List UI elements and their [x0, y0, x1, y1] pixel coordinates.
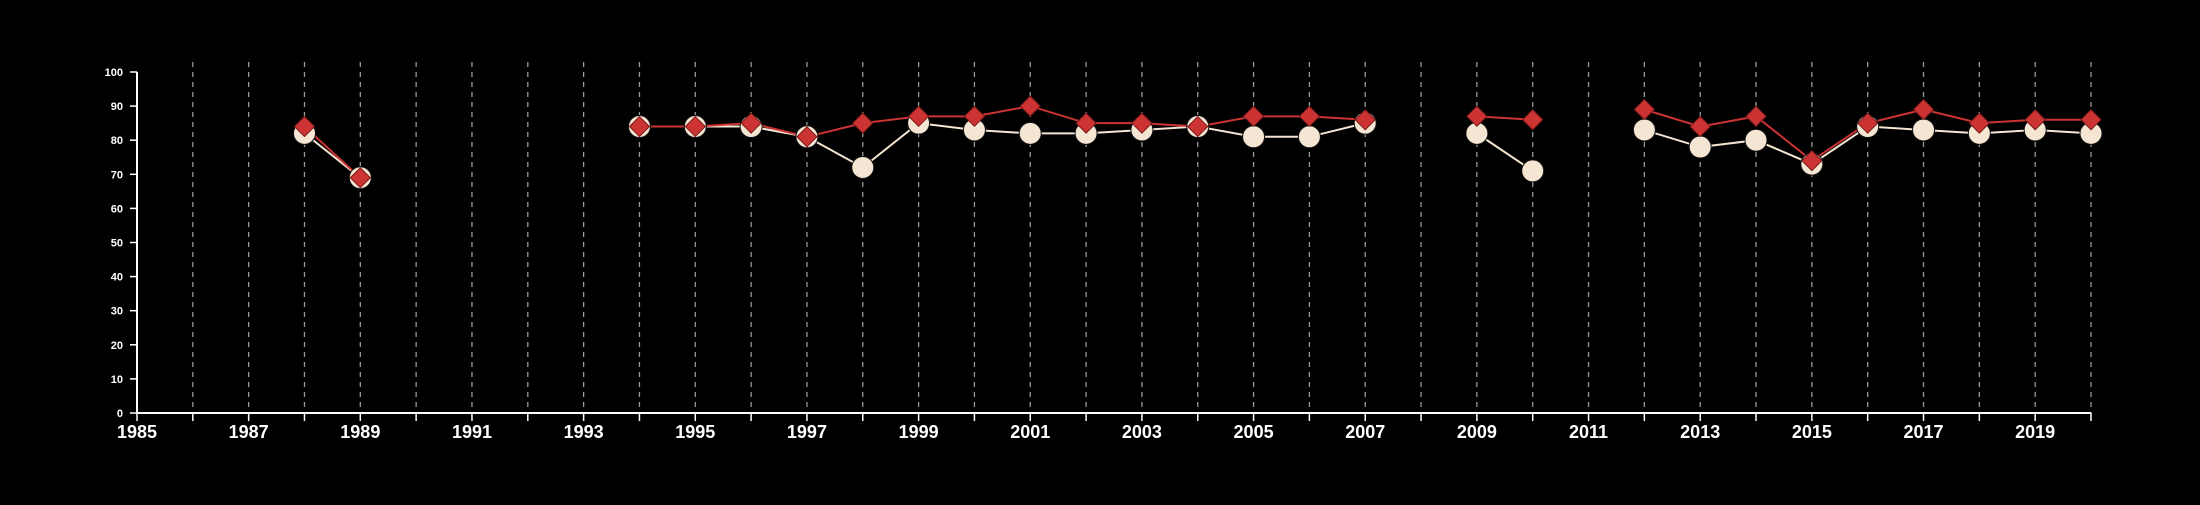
series-2-point	[1075, 112, 1097, 134]
x-tick-label: 2007	[1345, 422, 1385, 442]
series-1-point	[851, 155, 875, 179]
y-tick-label: 10	[111, 374, 123, 386]
series-1-point	[1912, 118, 1936, 142]
grid	[192, 62, 2092, 413]
series-1-point	[1744, 128, 1768, 152]
x-tick-label: 2017	[1903, 422, 1943, 442]
series	[292, 95, 2103, 190]
x-tick-label: 2019	[2015, 422, 2055, 442]
series-2-point	[907, 105, 930, 128]
x-tick-label: 2015	[1792, 422, 1832, 442]
series-1-point	[1242, 125, 1266, 149]
series-2-point	[293, 115, 316, 138]
series-2-point	[1689, 115, 1711, 138]
x-tick-label: 1999	[899, 422, 939, 442]
series-2-point	[1745, 105, 1767, 128]
series-2-point	[796, 126, 818, 148]
series-1-point	[1018, 121, 1042, 145]
x-tick-label: 2009	[1457, 422, 1497, 442]
x-tick-label: 1995	[675, 422, 715, 442]
series-2-point	[1633, 98, 1656, 121]
y-tick-label: 40	[111, 272, 123, 284]
x-tick-label: 2001	[1010, 422, 1050, 442]
series-2-point	[628, 115, 651, 138]
series-2-point	[1019, 95, 1041, 117]
series-2-point	[1242, 105, 1265, 128]
x-tick-label: 1987	[229, 422, 269, 442]
series-2-point	[1354, 109, 1376, 131]
series-1-point	[1632, 118, 1656, 142]
series-2-point	[1298, 105, 1321, 128]
series-2-point	[2080, 109, 2102, 131]
x-tick-label: 1985	[117, 422, 157, 442]
x-tick-label: 2005	[1234, 422, 1274, 442]
x-tick-label: 1991	[452, 422, 492, 442]
series-2-point	[684, 115, 706, 138]
y-tick-label: 90	[111, 101, 123, 113]
series-2-point	[1801, 149, 1823, 172]
series-1-point	[1688, 135, 1712, 159]
y-tick-label: 100	[105, 67, 123, 79]
series-1-point	[1297, 125, 1321, 149]
series-2-point	[2024, 109, 2046, 131]
series-2-point	[852, 112, 874, 134]
x-tick-label: 1997	[787, 422, 827, 442]
series-2-point	[1856, 112, 1879, 134]
series-2-point	[1912, 98, 1935, 121]
y-tick-label: 0	[117, 408, 123, 420]
x-tick-label: 2003	[1122, 422, 1162, 442]
series-2-point	[1522, 109, 1544, 131]
x-tick-label: 2011	[1569, 422, 1608, 442]
axes: 0 10 20 30 40 50 60 70 80 90 100 1985 1987 1989 1991 19…	[105, 67, 2092, 442]
series-2-point	[349, 167, 372, 189]
y-tick-label: 50	[111, 238, 123, 250]
series-2-point	[1187, 115, 1209, 138]
y-tick-label: 30	[111, 306, 123, 318]
series-2-point	[1968, 112, 1991, 134]
x-tick-label: 2013	[1680, 422, 1720, 442]
y-tick-label: 80	[111, 135, 123, 147]
series-2-point	[740, 112, 762, 134]
y-tick-label: 70	[111, 169, 123, 181]
series-2-point	[1466, 105, 1488, 128]
x-tick-label: 1989	[340, 422, 380, 442]
y-tick-label: 20	[111, 340, 123, 352]
series-1-point	[1521, 159, 1545, 183]
series-2-point	[963, 105, 986, 128]
y-tick-label: 60	[111, 203, 123, 215]
x-tick-label: 1993	[564, 422, 604, 442]
series-2-point	[1131, 112, 1153, 134]
